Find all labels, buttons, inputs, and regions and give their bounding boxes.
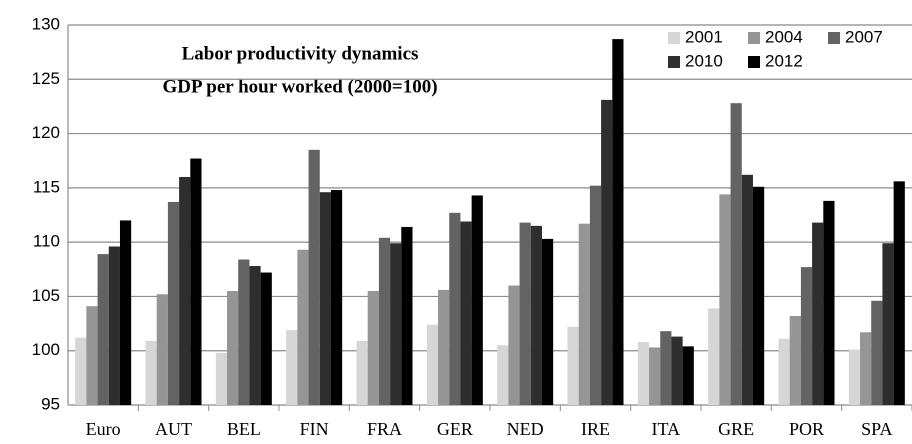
x-tick-label: GER [437, 419, 473, 439]
y-tick-label: 130 [32, 14, 60, 33]
bar [719, 194, 731, 405]
bar [567, 326, 579, 405]
bar [541, 238, 554, 405]
y-tick-label: 95 [41, 394, 60, 413]
legend-label: 2007 [845, 27, 883, 46]
bar [156, 294, 168, 405]
y-tick-label: 110 [33, 232, 60, 251]
chart-title: Labor productivity dynamics [182, 43, 419, 64]
chart-subtitle: GDP per hour worked (2000=100) [162, 76, 437, 97]
x-tick-label: NED [507, 419, 544, 439]
bar [86, 306, 98, 405]
legend-swatch [668, 32, 680, 44]
bar [330, 190, 343, 405]
bar [671, 336, 683, 405]
bar [297, 249, 309, 405]
bar [882, 243, 894, 405]
bar [578, 223, 590, 405]
bar [848, 349, 861, 405]
legend-swatch [748, 56, 760, 68]
bar [179, 177, 191, 405]
bar [238, 259, 250, 405]
bar [319, 192, 331, 405]
bar [145, 340, 157, 405]
bar [356, 340, 368, 405]
bar [708, 308, 720, 405]
legend-label: 2010 [685, 51, 723, 70]
bar [660, 331, 672, 405]
x-tick-label: IRE [581, 419, 610, 439]
bar [308, 149, 320, 405]
bar [449, 212, 461, 405]
bar [460, 221, 472, 405]
bar [438, 289, 450, 405]
bar [508, 285, 520, 405]
bar [367, 291, 379, 405]
bar [497, 345, 509, 405]
legend-swatch [748, 32, 760, 44]
bar [167, 201, 180, 405]
bar [530, 225, 542, 405]
bar [589, 185, 602, 405]
bar [649, 347, 661, 405]
y-tick-label: 120 [32, 123, 60, 142]
bar [378, 237, 391, 405]
legend-label: 2012 [765, 51, 803, 70]
bar [601, 99, 613, 406]
x-tick-label: FRA [367, 419, 402, 439]
bar [637, 342, 650, 405]
y-tick-label: 100 [32, 340, 60, 359]
bar [260, 272, 272, 405]
x-tick-label: AUT [155, 419, 192, 439]
bar [860, 332, 872, 405]
x-tick-label: ITA [652, 419, 681, 439]
bar [612, 39, 624, 405]
bar [800, 267, 813, 405]
bar [812, 222, 824, 405]
bar [519, 222, 531, 405]
x-tick-label: FIN [300, 419, 329, 439]
bar [119, 220, 132, 405]
bar [401, 226, 413, 405]
bar [893, 181, 905, 405]
bar [730, 103, 742, 406]
legend-label: 2001 [685, 27, 723, 46]
bar [215, 352, 228, 405]
bar [97, 254, 109, 405]
bar [471, 195, 483, 405]
x-tick-label: GRE [718, 419, 754, 439]
legend-label: 2004 [765, 27, 803, 46]
x-tick-label: BEL [227, 419, 261, 439]
y-tick-label: 115 [33, 177, 60, 196]
bar [75, 337, 87, 405]
legend-swatch [828, 32, 840, 44]
bar [190, 158, 202, 405]
bar [390, 243, 402, 405]
bar [778, 338, 790, 405]
bar [823, 200, 835, 405]
y-tick-label: 125 [32, 69, 60, 88]
x-tick-label: Euro [86, 419, 121, 439]
bar [871, 300, 883, 405]
bar [752, 186, 765, 405]
bar [286, 330, 298, 405]
bar [227, 291, 239, 405]
bar [426, 324, 439, 405]
x-tick-label: POR [789, 419, 824, 439]
bar [249, 266, 261, 405]
bar [682, 346, 694, 405]
x-tick-label: SPA [861, 419, 892, 439]
y-tick-label: 105 [32, 286, 60, 305]
bar [789, 315, 801, 405]
legend-swatch [668, 56, 680, 68]
bar [108, 246, 120, 405]
bar [741, 174, 753, 405]
